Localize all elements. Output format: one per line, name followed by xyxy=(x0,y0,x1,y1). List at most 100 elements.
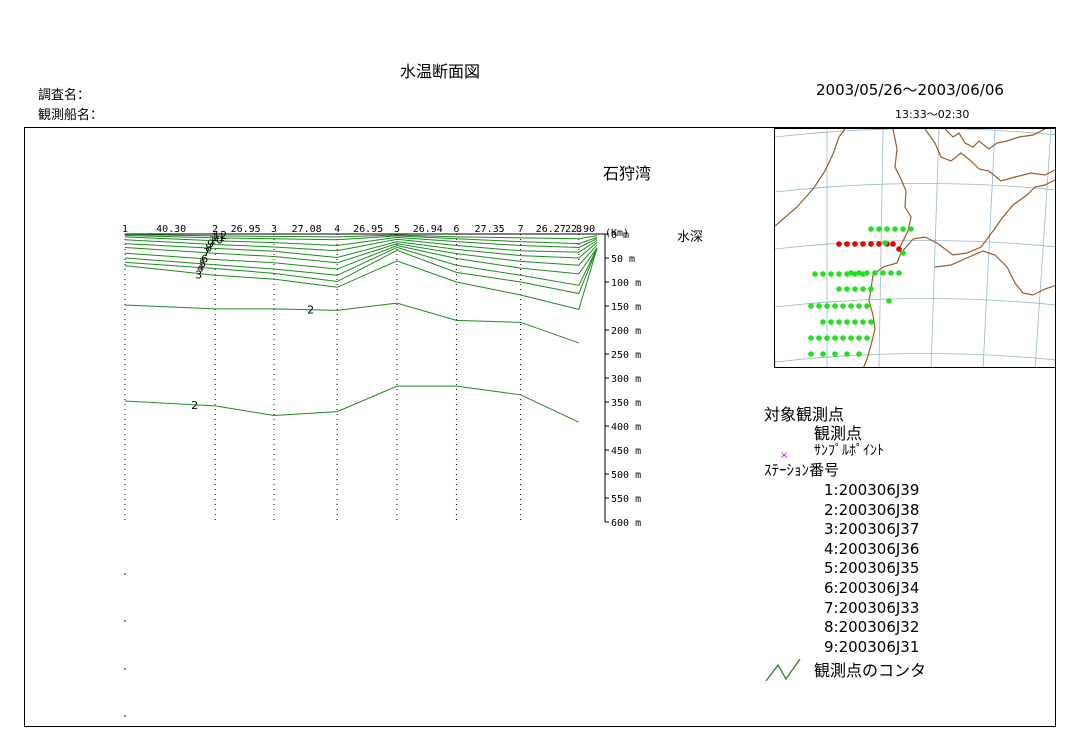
map-meridian xyxy=(982,129,996,367)
other-station-dot xyxy=(856,303,862,309)
contour-label: 6 xyxy=(201,252,208,265)
contour-label: 3 xyxy=(195,268,202,281)
other-station-dot xyxy=(856,351,862,357)
segment-distance-label: 26.95 xyxy=(231,224,261,235)
station-number-label: 7 xyxy=(518,224,524,235)
contour-label: 10 xyxy=(209,234,223,247)
other-station-dot xyxy=(816,303,822,309)
grid-dot xyxy=(124,620,126,622)
map-parallel xyxy=(775,353,1055,363)
legend-station-item: 6:200306J34 xyxy=(824,579,920,597)
contour-line xyxy=(124,238,598,253)
selected-station-dot xyxy=(844,241,850,247)
other-station-dot xyxy=(844,286,850,292)
contour-line xyxy=(124,246,598,286)
other-station-dot xyxy=(852,319,858,325)
depth-tick-label: 50 m xyxy=(611,254,635,265)
contour-line xyxy=(124,234,598,245)
segment-distance-label: 26.95 xyxy=(353,224,383,235)
legend-station-item: 7:200306J33 xyxy=(824,598,920,617)
depth-tick-label: 500 m xyxy=(611,470,641,481)
other-station-dot xyxy=(852,286,858,292)
chart-main-title: 水温断面図 xyxy=(400,62,481,81)
other-station-dot xyxy=(908,226,914,232)
time-range: 13:33～02:30 xyxy=(895,108,970,121)
depth-tick-label: 300 m xyxy=(611,374,641,385)
station-map xyxy=(774,128,1056,368)
map-parallel xyxy=(775,183,1055,193)
contour-line xyxy=(124,236,598,248)
legend-heading: 対象観測点 xyxy=(764,405,845,424)
other-station-dot xyxy=(892,226,898,232)
other-station-dot xyxy=(876,226,882,232)
other-station-dot xyxy=(812,271,818,277)
station-number-label: 4 xyxy=(334,224,340,235)
depth-tick-label: 0 m xyxy=(611,230,629,241)
contour-line xyxy=(124,244,598,275)
map-meridian xyxy=(878,129,884,367)
map-grid xyxy=(775,129,1055,367)
other-station-dot xyxy=(816,335,822,341)
segment-distance-label: 22.90 xyxy=(565,224,595,235)
grid-dot xyxy=(124,668,126,670)
other-station-dot xyxy=(900,250,906,256)
contour-line xyxy=(124,385,580,423)
other-station-dot xyxy=(836,286,842,292)
contour-line-icon xyxy=(765,658,801,682)
other-station-dot xyxy=(844,351,850,357)
legend-station-item: 9:200306J31 xyxy=(824,637,920,656)
other-station-dot xyxy=(828,319,834,325)
map-parallel xyxy=(775,240,1055,250)
depth-tick-label: 450 m xyxy=(611,446,641,457)
selected-station-dot xyxy=(890,241,896,247)
segment-distance-label: 40.30 xyxy=(156,224,186,235)
other-station-dot xyxy=(884,226,890,232)
station-number-label: 6 xyxy=(453,224,459,235)
depth-tick-label: 200 m xyxy=(611,326,641,337)
legend-station-item: 3:200306J37 xyxy=(824,520,920,539)
other-station-dot xyxy=(824,303,830,309)
selected-station-dot xyxy=(868,241,874,247)
station-number-label: 1 xyxy=(122,224,128,235)
other-station-dot xyxy=(836,271,842,277)
contour-label: 4 xyxy=(197,262,204,275)
segment-distance-label: 27.08 xyxy=(292,224,322,235)
depth-tick-label: 150 m xyxy=(611,302,641,313)
depth-tick-label: 250 m xyxy=(611,350,641,361)
other-station-dot xyxy=(886,298,892,304)
other-station-dot xyxy=(868,319,874,325)
other-station-dot xyxy=(896,270,902,276)
distance-unit-label: (Km) xyxy=(605,228,629,239)
other-station-dot xyxy=(840,335,846,341)
selected-station-dot xyxy=(896,246,902,252)
legend: 対象観測点 観測点 × ｻﾝﾌﾟﾙﾎﾟｲﾝﾄ ｽﾃｰｼｮﾝ番号 1:200306… xyxy=(764,401,1064,701)
date-range: 2003/05/26～2003/06/06 xyxy=(816,81,1004,99)
section-title: 石狩湾 xyxy=(603,164,651,183)
other-station-dot xyxy=(864,335,870,341)
contour-label: 9 xyxy=(207,238,214,251)
other-station-dot xyxy=(848,335,854,341)
contour-label: 8 xyxy=(205,241,212,254)
other-station-dot xyxy=(860,271,866,277)
other-station-dot xyxy=(868,286,874,292)
contour-label: 2 xyxy=(191,399,198,412)
other-station-dot xyxy=(808,351,814,357)
survey-name-label: 調査名： xyxy=(38,88,91,103)
chart-frame xyxy=(24,127,1056,727)
other-station-dot xyxy=(844,319,850,325)
other-station-dot xyxy=(828,271,834,277)
grid-dot xyxy=(124,715,126,717)
map-meridian xyxy=(930,129,940,367)
selected-station-dot xyxy=(876,241,882,247)
map-parallel xyxy=(775,129,1055,138)
vessel-name-label: 観測船名： xyxy=(38,108,104,123)
other-station-dot xyxy=(840,303,846,309)
depth-tick-label: 550 m xyxy=(611,494,641,505)
contour-line xyxy=(124,241,598,259)
other-station-dot xyxy=(860,286,866,292)
legend-station-item: 1:200306J39 xyxy=(824,481,920,499)
segment-distance-label: 27.35 xyxy=(475,224,505,235)
map-svg xyxy=(775,129,1055,367)
contour-label: 12 xyxy=(213,229,227,242)
other-station-dot xyxy=(848,303,854,309)
